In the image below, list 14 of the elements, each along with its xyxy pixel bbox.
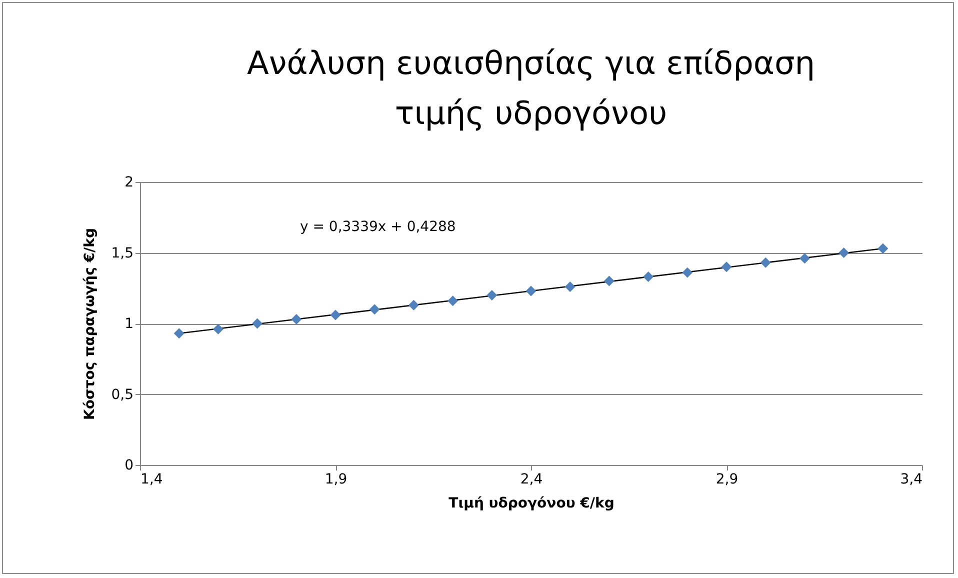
y-tick-label: 0,5 <box>111 386 134 403</box>
x-tick-label: 2,9 <box>716 472 738 488</box>
y-tick-label: 1 <box>124 316 134 332</box>
x-axis-title: Τιμή υδρογόνου €/kg <box>448 496 614 512</box>
y-tick-label: 1,5 <box>111 245 134 262</box>
chart-title: Ανάλυση ευαισθησίας για επίδραση τιμής υδρογόνου <box>246 44 816 132</box>
annotation: y = 0,3339x + 0,4288 <box>300 219 456 235</box>
x-tick-label: 1,4 <box>140 472 163 488</box>
x-tick-label: 1,9 <box>324 472 348 488</box>
y-tick-label: 0 <box>124 458 134 474</box>
y-tick-label: 2 <box>124 174 134 190</box>
y-axis-title: Κόστος παραγωγής €/kg <box>82 228 98 420</box>
x-tick-label: 2,4 <box>520 472 543 488</box>
x-tick-label: 3,4 <box>900 472 923 488</box>
